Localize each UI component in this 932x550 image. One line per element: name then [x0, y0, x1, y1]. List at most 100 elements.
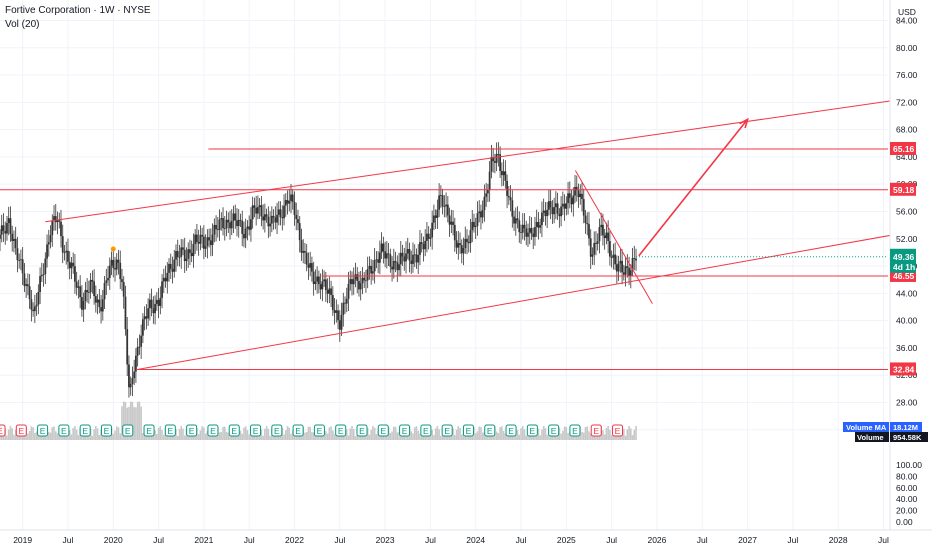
time-tick-label[interactable]: 2023 — [376, 535, 395, 545]
volume-bar — [440, 435, 442, 440]
volume-bar — [563, 426, 566, 440]
earnings-marker[interactable] — [164, 424, 176, 437]
earnings-marker[interactable] — [0, 424, 6, 437]
earnings-marker[interactable] — [569, 424, 581, 437]
volume-bar — [56, 433, 59, 440]
volume-bar — [431, 429, 433, 440]
time-tick-label[interactable]: 2025 — [557, 535, 576, 545]
volume-indicator-label[interactable]: Vol (20) — [5, 19, 40, 30]
earnings-marker[interactable] — [100, 424, 112, 437]
earnings-marker[interactable] — [58, 424, 70, 437]
earnings-marker[interactable] — [122, 424, 134, 437]
earnings-marker[interactable] — [548, 424, 560, 437]
volume-bar — [474, 433, 477, 440]
candle-body — [427, 233, 430, 239]
time-tick-label[interactable]: 2019 — [13, 535, 32, 545]
candle-body — [26, 284, 29, 287]
earnings-marker[interactable] — [612, 424, 624, 437]
candle-body — [621, 260, 623, 273]
earnings-marker[interactable] — [228, 424, 240, 437]
earnings-marker[interactable] — [462, 424, 474, 437]
earnings-marker[interactable] — [207, 424, 219, 437]
candle-body — [396, 262, 399, 271]
candle-body — [398, 264, 400, 271]
volume-bar — [98, 435, 101, 440]
time-tick-label[interactable]: Jul — [63, 535, 74, 545]
earnings-marker[interactable] — [484, 424, 496, 437]
candle-body — [35, 304, 38, 307]
volume-bar — [476, 431, 479, 440]
time-tick-label[interactable]: Jul — [606, 535, 617, 545]
channel-upper-line[interactable] — [45, 95, 929, 223]
earnings-marker[interactable] — [15, 424, 27, 437]
time-tick-label[interactable]: Jul — [787, 535, 798, 545]
candle-body — [248, 226, 251, 230]
time-tick-label[interactable]: 2021 — [194, 535, 213, 545]
candle-body — [382, 243, 385, 252]
time-tick-label[interactable]: 2026 — [647, 535, 666, 545]
candle-body — [337, 310, 339, 321]
time-tick-label[interactable]: 2020 — [104, 535, 123, 545]
candle-body — [375, 259, 378, 261]
time-tick-label[interactable]: Jul — [425, 535, 436, 545]
volume-bar — [68, 430, 71, 440]
candle-body — [286, 200, 289, 204]
earnings-marker[interactable] — [377, 424, 389, 437]
chart-title[interactable]: Fortive Corporation · 1W · NYSE — [5, 5, 151, 16]
earnings-marker[interactable] — [79, 424, 91, 437]
candle-body — [124, 296, 127, 330]
earnings-marker[interactable] — [143, 424, 155, 437]
earnings-marker[interactable] — [271, 424, 283, 437]
level-tag-label: 46.55 — [893, 271, 915, 281]
earnings-marker-letter: E — [615, 426, 621, 436]
time-tick-label[interactable]: Jul — [153, 535, 164, 545]
candle-body — [377, 259, 380, 263]
candle-body — [218, 219, 221, 231]
time-tick-label[interactable]: Jul — [878, 535, 889, 545]
earnings-marker[interactable] — [590, 424, 602, 437]
candle-body — [175, 251, 177, 260]
earnings-marker[interactable] — [420, 424, 432, 437]
earnings-marker[interactable] — [505, 424, 517, 437]
candle-body — [49, 235, 52, 243]
projection-arrow[interactable] — [638, 118, 749, 257]
earnings-marker[interactable] — [526, 424, 538, 437]
volume-bar — [154, 430, 156, 440]
earnings-marker[interactable] — [37, 424, 49, 437]
earnings-marker[interactable] — [313, 424, 325, 437]
earnings-marker[interactable] — [186, 424, 198, 437]
time-tick-label[interactable]: 2022 — [285, 535, 304, 545]
earnings-marker[interactable] — [335, 424, 347, 437]
time-tick-label[interactable]: Jul — [334, 535, 345, 545]
time-tick-label[interactable]: Jul — [697, 535, 708, 545]
time-tick-label[interactable]: 2024 — [466, 535, 485, 545]
volume-bar — [157, 427, 160, 440]
time-tick-label[interactable]: Jul — [516, 535, 527, 545]
candle-body — [222, 218, 224, 229]
earnings-marker[interactable] — [250, 424, 262, 437]
volume-bar — [617, 435, 620, 440]
earnings-marker-letter: E — [530, 426, 536, 436]
candle-body — [155, 299, 158, 304]
earnings-events[interactable]: EEEEEEEEEEEEEEEEEEEEEEEEEEEEEE — [0, 246, 624, 437]
volume-bar — [122, 401, 125, 440]
earnings-marker[interactable] — [441, 424, 453, 437]
channel-lower-line[interactable] — [135, 228, 929, 371]
volume-bar — [544, 428, 547, 440]
time-tick-label[interactable]: 2027 — [738, 535, 757, 545]
earnings-marker[interactable] — [399, 424, 411, 437]
drawings[interactable] — [0, 95, 929, 371]
candle-body — [274, 217, 277, 223]
downtrend-line[interactable] — [574, 170, 653, 304]
time-tick-label[interactable]: 2028 — [829, 535, 848, 545]
volume-bar — [290, 433, 292, 440]
time-tick-label[interactable]: Jul — [244, 535, 255, 545]
time-axis-ticks[interactable]: 2019 Jul 2020 Jul 2021 Jul 2022 Jul 2023 Jul 2024 J… — [13, 535, 889, 545]
volume-bar — [361, 435, 364, 440]
earnings-marker[interactable] — [356, 424, 368, 437]
earnings-marker[interactable] — [292, 424, 304, 437]
dividend-dot[interactable] — [110, 246, 116, 252]
volume-bar — [473, 427, 475, 440]
volume-bar — [262, 435, 264, 440]
